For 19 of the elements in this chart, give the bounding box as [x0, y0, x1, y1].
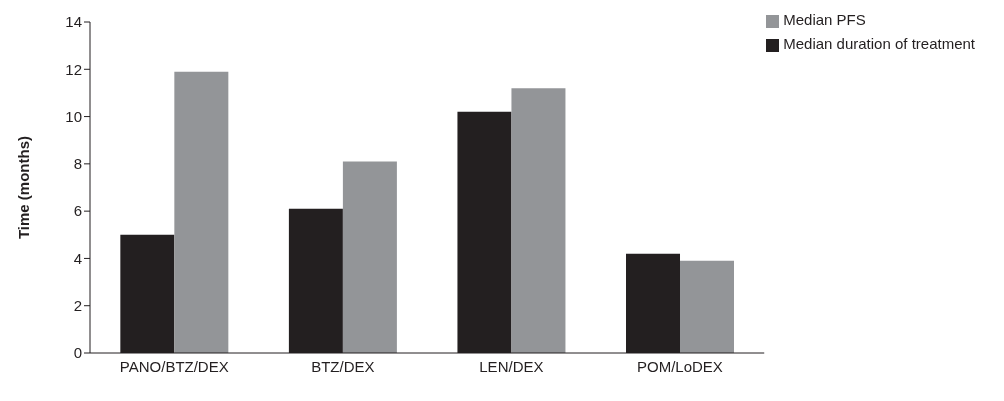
y-tick-label: 6	[73, 202, 82, 220]
legend-label: Median duration of treatment	[783, 35, 975, 52]
y-tick-label: 4	[73, 249, 82, 267]
x-tick-label: PANO/BTZ/DEX	[119, 357, 229, 375]
y-tick-label: 10	[65, 107, 82, 125]
bar	[680, 260, 734, 353]
bar	[342, 161, 397, 353]
y-axis-title: Time (months)	[15, 135, 33, 240]
y-tick-label: 2	[73, 297, 82, 315]
x-tick-label: BTZ/DEX	[311, 357, 375, 375]
y-tick-label: 0	[73, 344, 82, 362]
bar	[174, 71, 229, 353]
y-tick-label: 14	[65, 13, 82, 31]
legend-label: Median PFS	[783, 11, 866, 28]
y-tick-label: 12	[65, 60, 82, 78]
y-tick-label: 8	[73, 155, 82, 173]
bar	[511, 88, 566, 353]
x-tick-label: LEN/DEX	[479, 357, 544, 375]
x-tick-label: POM/LoDEX	[637, 357, 723, 375]
